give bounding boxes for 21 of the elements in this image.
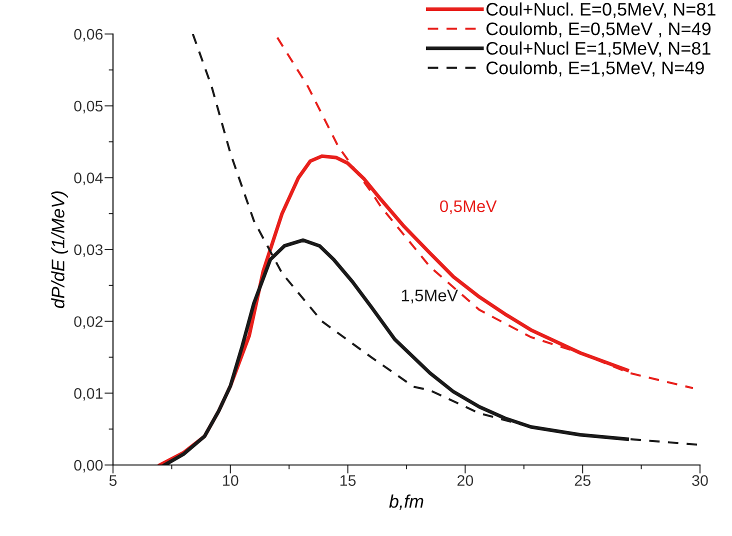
- y-axis-title: dP/dE (1/MeV): [51, 191, 68, 308]
- x-tick-label: 10: [223, 475, 238, 486]
- y-tick-label: 0,06: [74, 28, 103, 42]
- y-tick-label: 0,05: [74, 100, 103, 114]
- x-tick-label: 5: [109, 475, 117, 486]
- annotation: 0,5MeV: [440, 200, 497, 214]
- legend-label: Coulomb, E=0,5MeV , N=49: [486, 22, 711, 38]
- legend-label: Coul+Nucl. E=0,5MeV, N=81: [486, 2, 716, 18]
- x-tick-label: 25: [574, 475, 590, 486]
- y-tick-label: 0,00: [74, 460, 103, 472]
- x-tick-label: 20: [457, 475, 474, 486]
- x-tick-label: 30: [692, 475, 708, 486]
- y-tick-label: 0,02: [74, 316, 103, 329]
- x-tick-label: 15: [340, 475, 356, 486]
- legend-label: Coul+Nucl E=1,5MeV, N=81: [486, 42, 710, 57]
- legend-label: Coulomb, E=1,5MeV, N=49: [486, 61, 704, 76]
- y-tick-label: 0,01: [74, 388, 103, 401]
- annotation: 1,5MeV: [402, 290, 458, 304]
- x-axis-title: b,fm: [389, 494, 424, 510]
- y-tick-label: 0,04: [74, 172, 103, 186]
- y-tick-label: 0,03: [74, 244, 103, 257]
